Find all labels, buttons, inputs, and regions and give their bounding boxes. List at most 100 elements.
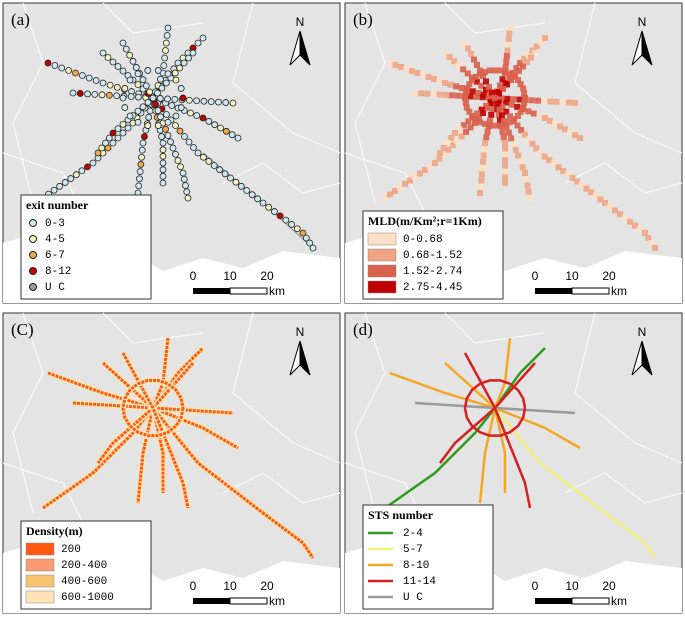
station [154, 89, 161, 97]
station [135, 182, 143, 190]
density-cell [424, 90, 431, 97]
station [222, 99, 230, 106]
station [109, 139, 117, 147]
boundary-line [102, 312, 204, 344]
station [168, 102, 176, 109]
station [200, 97, 208, 105]
station [306, 239, 314, 247]
station [180, 59, 188, 67]
density-cell [612, 207, 618, 214]
density-cell [514, 103, 521, 110]
density-cell [458, 133, 465, 140]
legend-label: 8-12 [45, 266, 71, 278]
density-cell [518, 127, 525, 134]
station [144, 67, 152, 74]
station [227, 174, 234, 182]
density-cell [547, 117, 553, 124]
density-cell [542, 115, 548, 121]
station [92, 77, 100, 84]
density-cell [472, 120, 478, 126]
density-cell [482, 140, 488, 146]
station [160, 62, 168, 69]
density-cell [503, 108, 510, 115]
density-cell [475, 90, 482, 96]
density-cell [507, 113, 513, 120]
boundary-line [232, 312, 341, 464]
density-cell [521, 99, 528, 106]
scale-bar-white [229, 597, 268, 605]
metro-line [439, 362, 536, 464]
density-cell [502, 140, 508, 146]
station [65, 67, 73, 74]
station [162, 47, 169, 54]
density-cell [517, 108, 524, 115]
density-cell [398, 64, 404, 70]
station [109, 129, 117, 137]
density-cell [607, 203, 613, 210]
station [179, 94, 187, 102]
density-cell [464, 70, 471, 77]
boundary-line [564, 472, 683, 504]
station [164, 118, 172, 126]
density-cell [478, 82, 485, 89]
scale-tick-label: 0 [190, 269, 197, 283]
station [98, 144, 106, 152]
density-cell [514, 122, 521, 129]
station [152, 100, 159, 108]
density-cell [502, 174, 508, 181]
density-cell [521, 90, 528, 97]
station [158, 84, 166, 92]
boundary-line [232, 2, 341, 154]
legend-label: 4-5 [45, 234, 65, 246]
station [136, 175, 143, 183]
station [134, 118, 142, 126]
density-cell [632, 222, 638, 229]
density-cell [392, 62, 399, 68]
density-cell [525, 136, 532, 143]
density-cell [483, 78, 489, 85]
station [113, 92, 121, 100]
station [114, 134, 122, 142]
density-cell [460, 122, 467, 129]
boundary-line [444, 2, 546, 34]
station [293, 225, 301, 233]
scale-bar-white [571, 597, 610, 605]
density-cell [502, 180, 508, 186]
density-cell [522, 95, 528, 101]
density-cell [519, 164, 526, 171]
station [172, 76, 180, 84]
station [159, 172, 167, 180]
station [159, 179, 167, 187]
station [67, 175, 75, 182]
density-cell [483, 102, 490, 109]
station [61, 179, 69, 186]
north-arrow-right [299, 340, 311, 376]
density-cell [504, 47, 511, 54]
station [134, 70, 142, 78]
legend-label: 6-7 [45, 250, 65, 262]
station [162, 79, 170, 87]
station [50, 186, 58, 194]
legend-box [20, 194, 152, 300]
density-cell [499, 128, 506, 135]
boundary-line [222, 472, 341, 504]
station [193, 112, 201, 119]
station [180, 175, 188, 183]
legend-title: exit number [26, 198, 89, 212]
scale-bar-black [193, 288, 230, 294]
density-cell [574, 178, 581, 185]
station [200, 153, 207, 161]
station [229, 99, 237, 107]
density-cell [478, 106, 485, 113]
legend-label: 0.68-1.52 [403, 250, 462, 262]
station [177, 85, 185, 92]
station [162, 39, 170, 47]
station [144, 122, 152, 129]
station [154, 67, 162, 74]
station [159, 152, 167, 160]
station [126, 51, 134, 59]
density-cell [486, 122, 493, 129]
line-band [121, 378, 185, 438]
